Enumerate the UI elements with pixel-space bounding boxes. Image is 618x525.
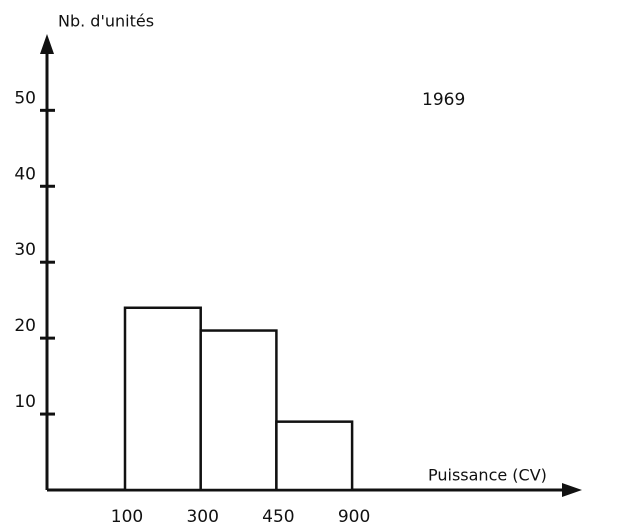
y-tick-label: 20 [14,316,36,336]
x-axis-label: Puissance (CV) [428,466,547,485]
bar [199,329,278,492]
y-tick-label: 40 [14,164,36,184]
x-tick-label: 100 [111,507,143,525]
y-tick-label: 30 [14,240,36,260]
bar [123,306,202,492]
x-tick-label: 300 [186,507,218,525]
bar [275,420,354,492]
x-arrow [562,483,582,497]
y-axis-label: Nb. d'unités [58,12,154,31]
y-tick-label: 10 [14,392,36,412]
x-tick-label: 450 [262,507,294,525]
y-arrow [40,34,54,54]
x-tick-label: 900 [338,507,370,525]
y-tick-label: 50 [14,88,36,108]
chart-title: 1969 [422,90,465,110]
